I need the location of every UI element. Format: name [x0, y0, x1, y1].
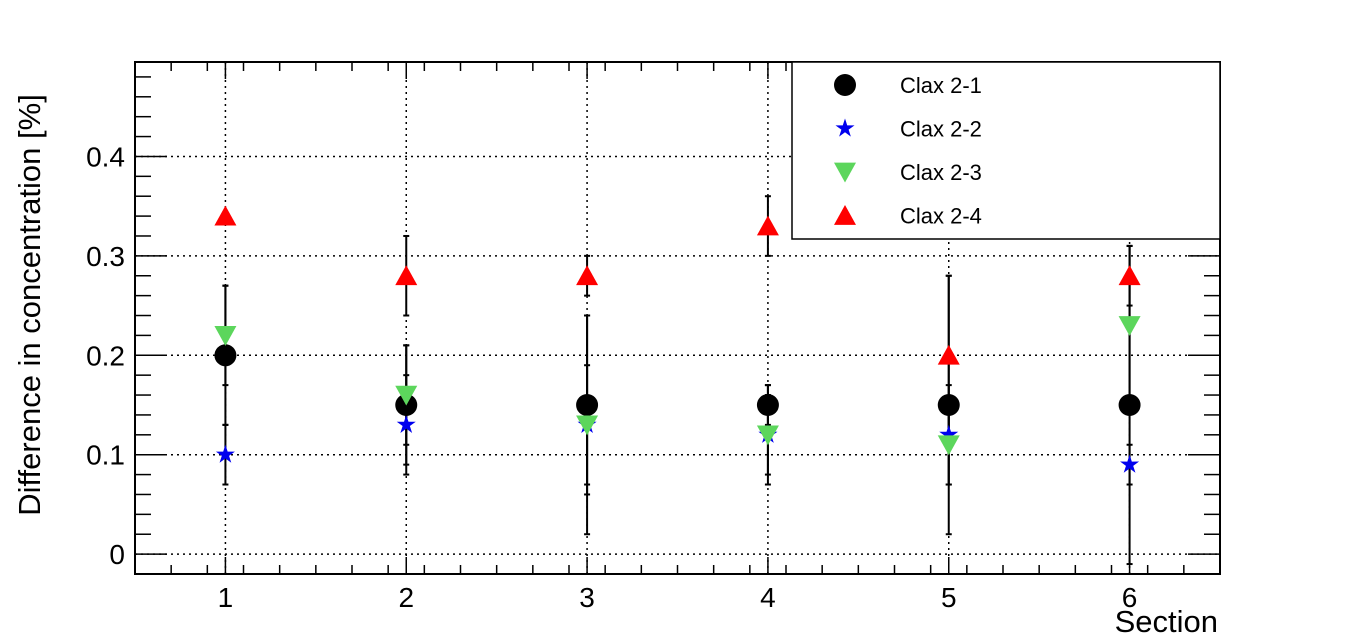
data-point	[1118, 393, 1141, 416]
data-point	[214, 344, 237, 367]
data-point	[937, 344, 960, 365]
data-point	[756, 393, 779, 416]
y-tick-label: 0.3	[86, 241, 125, 272]
data-point	[576, 265, 599, 286]
y-tick-label: 0.2	[86, 340, 125, 371]
legend-label: Clax 2-2	[900, 117, 982, 142]
data-point	[756, 425, 779, 446]
legend-items: Clax 2-1 Clax 2-2 Clax 2-3 Clax 2-4	[834, 73, 982, 229]
x-axis-label: Section	[1115, 604, 1218, 638]
data-point	[395, 385, 418, 406]
data-point	[215, 444, 235, 463]
x-tick-label: 4	[760, 582, 776, 613]
x-tick-label: 2	[398, 582, 414, 613]
legend: Clax 2-1 Clax 2-2 Clax 2-3 Clax 2-4	[791, 61, 1221, 240]
data-point	[214, 326, 237, 346]
data-point	[214, 205, 237, 226]
legend-label: Clax 2-3	[900, 160, 982, 185]
y-tick-label: 0.4	[86, 141, 125, 172]
legend-marker	[835, 118, 855, 137]
legend-marker	[834, 162, 856, 183]
data-point	[395, 265, 418, 286]
y-tick-label: 0	[109, 539, 125, 570]
x-tick-label: 3	[579, 582, 595, 613]
x-tick-label: 1	[218, 582, 234, 613]
data-point	[1120, 454, 1140, 473]
data-point	[939, 424, 959, 443]
legend-label: Clax 2-1	[900, 73, 982, 98]
legend-box	[791, 61, 1221, 240]
tick-labels: 1 2 3 4 5 6 0 0.1 0.2 0.3 0.4	[86, 141, 1137, 613]
data-point	[576, 415, 599, 436]
data-point	[576, 393, 599, 416]
legend-marker	[834, 205, 856, 225]
data-point	[937, 435, 960, 456]
data-point	[756, 215, 779, 236]
x-tick-label: 5	[941, 582, 957, 613]
data-point	[396, 414, 416, 433]
y-tick-label: 0.1	[86, 440, 125, 471]
y-axis-label: Difference in concentration [%]	[12, 94, 47, 516]
data-point	[1118, 316, 1141, 336]
legend-label: Clax 2-4	[900, 204, 982, 229]
data-points	[214, 195, 1141, 566]
data-point	[937, 393, 960, 416]
x-tick-label: 6	[1122, 582, 1138, 613]
data-point	[1118, 265, 1141, 286]
legend-marker	[834, 74, 856, 96]
